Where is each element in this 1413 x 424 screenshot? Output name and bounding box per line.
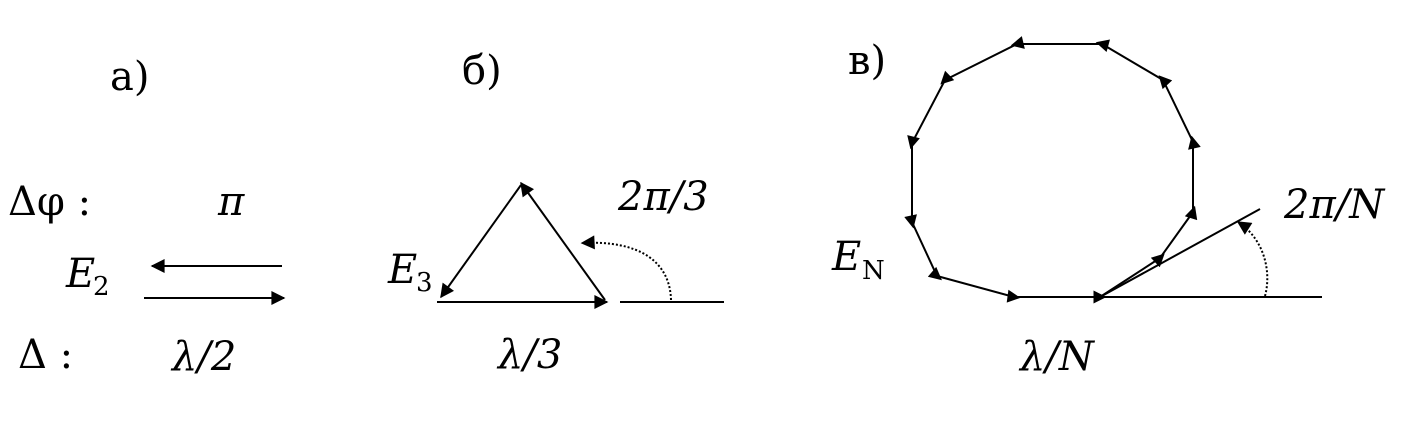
panel-a-path-label: λ/2: [170, 334, 236, 380]
panel-b-vector-3: [440, 184, 522, 299]
panel-a-field-symbol: E: [65, 251, 95, 297]
panel-a-phase-label: π: [217, 179, 245, 225]
panel-b-field-subscript: 3: [416, 268, 433, 298]
panel-c-angle-arc: [1236, 221, 1269, 297]
panel-c-path-label: λ/N: [1018, 334, 1096, 380]
panel-b-path-label: λ/3: [496, 332, 562, 378]
panel-c-angle-line: [1099, 208, 1261, 298]
phase-difference-row-label: Δφ :: [8, 179, 91, 225]
panel-a-field-subscript: 2: [93, 272, 110, 302]
panel-c-field-symbol: E: [831, 234, 861, 280]
panel-b-field-symbol: E: [387, 247, 417, 293]
panel-b-phase-label: 2π/3: [617, 174, 709, 220]
panel-b-label: б): [462, 48, 502, 94]
panel-c-label: в): [848, 38, 886, 84]
panel-b-angle-arc: [580, 235, 672, 301]
panel-c: в) 2π/N E N λ/N: [831, 36, 1386, 380]
panel-c-phase-label: 2π/N: [1283, 182, 1386, 228]
panel-a: а) Δφ : Δ : π E 2 λ/2: [8, 54, 286, 380]
panel-c-vector-polygon: [904, 36, 1201, 304]
panel-b: б) 2π/3 E 3 λ/3: [387, 48, 724, 378]
path-difference-row-label: Δ :: [18, 332, 73, 378]
panel-b-vector-2: [520, 181, 606, 301]
panel-a-label: а): [110, 54, 149, 100]
panel-c-field-subscript: N: [862, 256, 885, 286]
